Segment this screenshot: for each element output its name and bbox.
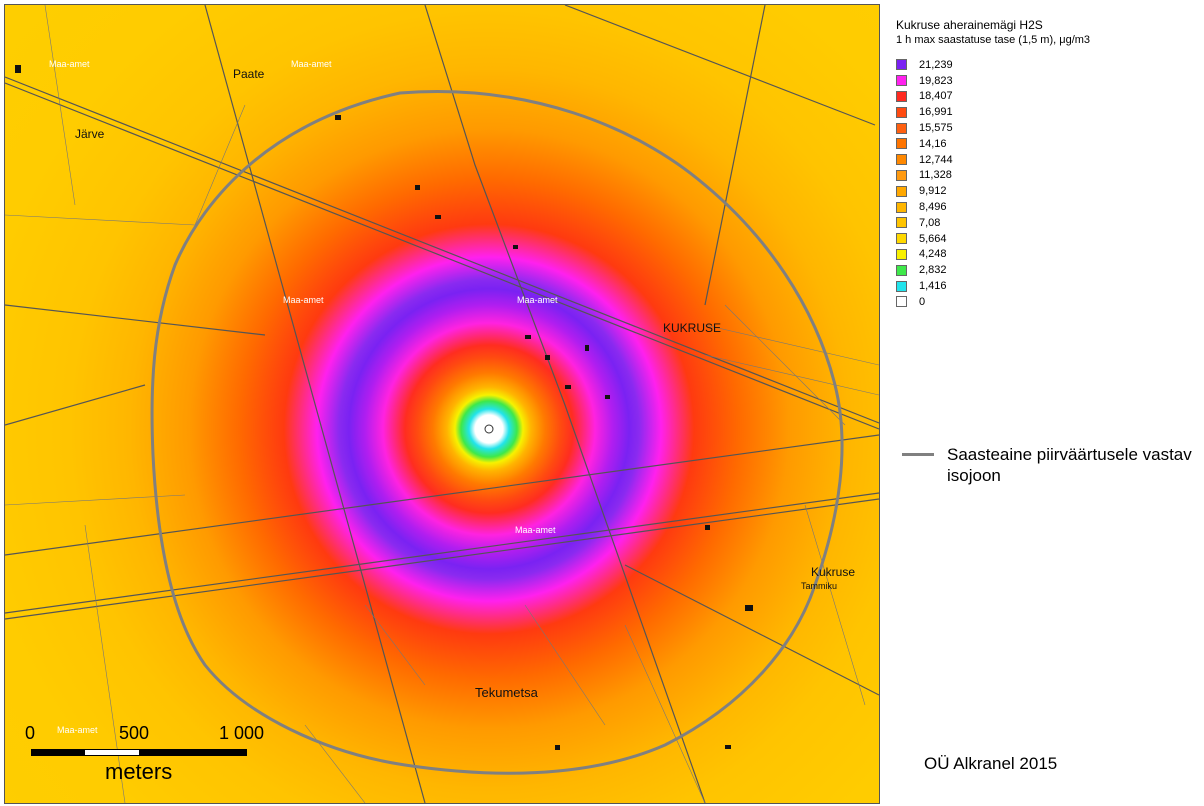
- legend-item: 19,823: [896, 73, 953, 89]
- place-label-maaamet-3: Maa-amet: [283, 295, 324, 305]
- scale-segment-1: [31, 749, 85, 756]
- legend-swatch: [896, 185, 907, 197]
- legend-item: 11,328: [896, 168, 953, 184]
- legend-item: 1,416: [896, 278, 953, 294]
- legend-item: 8,496: [896, 199, 953, 215]
- legend-value: 0: [919, 295, 926, 308]
- legend-title: Kukruse aherainemägi H2S: [896, 18, 1043, 32]
- place-label-maaamet-2: Maa-amet: [291, 59, 332, 69]
- place-label-tammiku: Tammiku: [801, 581, 838, 591]
- map-panel[interactable]: Paate Järve KUKRUSE Kukruse Tammiku Teku…: [4, 4, 880, 804]
- legend-value: 12,744: [919, 153, 953, 166]
- legend-item: 18,407: [896, 89, 953, 105]
- credit-text: OÜ Alkranel 2015: [924, 754, 1058, 773]
- legend-swatch: [896, 169, 907, 181]
- legend-value: 21,239: [919, 58, 953, 71]
- legend-swatch: [896, 138, 907, 150]
- legend-list: 21,239 19,823 18,407 16,991 15,575 14,16 12,74…: [896, 57, 953, 310]
- scale-tick-500: 500: [119, 723, 150, 743]
- legend-value: 2,832: [919, 264, 947, 277]
- legend-item: 14,16: [896, 136, 953, 152]
- legend-swatch: [896, 106, 907, 118]
- legend-item: 7,08: [896, 215, 953, 231]
- legend-panel: Kukruse aherainemägi H2S 1 h max saastat…: [880, 4, 1200, 802]
- legend-value: 18,407: [919, 90, 953, 103]
- legend-swatch: [896, 154, 907, 166]
- legend-value: 1,416: [919, 280, 947, 293]
- scale-unit-label: meters: [105, 759, 173, 784]
- legend-value: 11,328: [919, 169, 952, 182]
- legend-item: 15,575: [896, 120, 953, 136]
- isoline-swatch: [902, 453, 934, 456]
- legend-item: 4,248: [896, 247, 953, 263]
- scale-segment-2: [85, 749, 139, 756]
- legend-swatch: [896, 248, 907, 260]
- isoline-label: Saasteaine piirväärtusele vastav isojoon: [947, 445, 1192, 485]
- place-label-maaamet-4: Maa-amet: [517, 295, 558, 305]
- place-label-paate: Paate: [233, 67, 265, 81]
- legend-swatch: [896, 217, 907, 229]
- legend-swatch: [896, 296, 907, 308]
- legend-swatch: [896, 233, 907, 245]
- legend-item: 16,991: [896, 104, 953, 120]
- legend-value: 8,496: [919, 201, 947, 214]
- legend-item: 5,664: [896, 231, 953, 247]
- building-blocks: [15, 65, 753, 750]
- legend-swatch: [896, 280, 907, 292]
- legend-value: 9,912: [919, 185, 947, 198]
- place-label-kukruse: Kukruse: [811, 565, 856, 579]
- legend-item: 2,832: [896, 262, 953, 278]
- scale-bar: 0 500 1 000 meters: [23, 719, 273, 785]
- road-lines: [5, 5, 879, 803]
- legend-value: 7,08: [919, 216, 941, 229]
- scale-tick-0: 0: [25, 723, 36, 743]
- scale-segment-3: [139, 749, 247, 756]
- legend-value: 16,991: [919, 106, 953, 119]
- scale-tick-1000: 1 000: [219, 723, 265, 743]
- legend-subtitle: 1 h max saastatuse tase (1,5 m), μg/m3: [896, 34, 1091, 46]
- place-label-kukruse-village: KUKRUSE: [663, 321, 722, 335]
- place-label-maaamet-1: Maa-amet: [49, 59, 90, 69]
- legend-swatch: [896, 75, 907, 87]
- legend-value: 5,664: [919, 232, 947, 245]
- legend-item: 12,744: [896, 152, 953, 168]
- field-boundaries: [5, 5, 879, 803]
- isoline-contour: [150, 90, 844, 775]
- legend-value: 15,575: [919, 122, 953, 135]
- legend-item: 21,239: [896, 57, 953, 73]
- legend-swatch: [896, 90, 907, 102]
- legend-swatch: [896, 59, 907, 71]
- place-label-maaamet-6: Maa-amet: [57, 725, 98, 735]
- legend-swatch: [896, 264, 907, 276]
- place-label-maaamet-5: Maa-amet: [515, 525, 556, 535]
- place-label-jarve: Järve: [75, 127, 105, 141]
- source-marker: [484, 424, 494, 434]
- legend-swatch: [896, 122, 907, 134]
- legend-value: 19,823: [919, 74, 953, 87]
- legend-item: 9,912: [896, 183, 953, 199]
- legend-value: 14,16: [919, 137, 947, 150]
- legend-value: 4,248: [919, 248, 947, 261]
- map-base-layer: [5, 5, 879, 803]
- legend-item: 0: [896, 294, 953, 310]
- legend-swatch: [896, 201, 907, 213]
- place-label-takumetsa: Tekumetsa: [475, 685, 538, 700]
